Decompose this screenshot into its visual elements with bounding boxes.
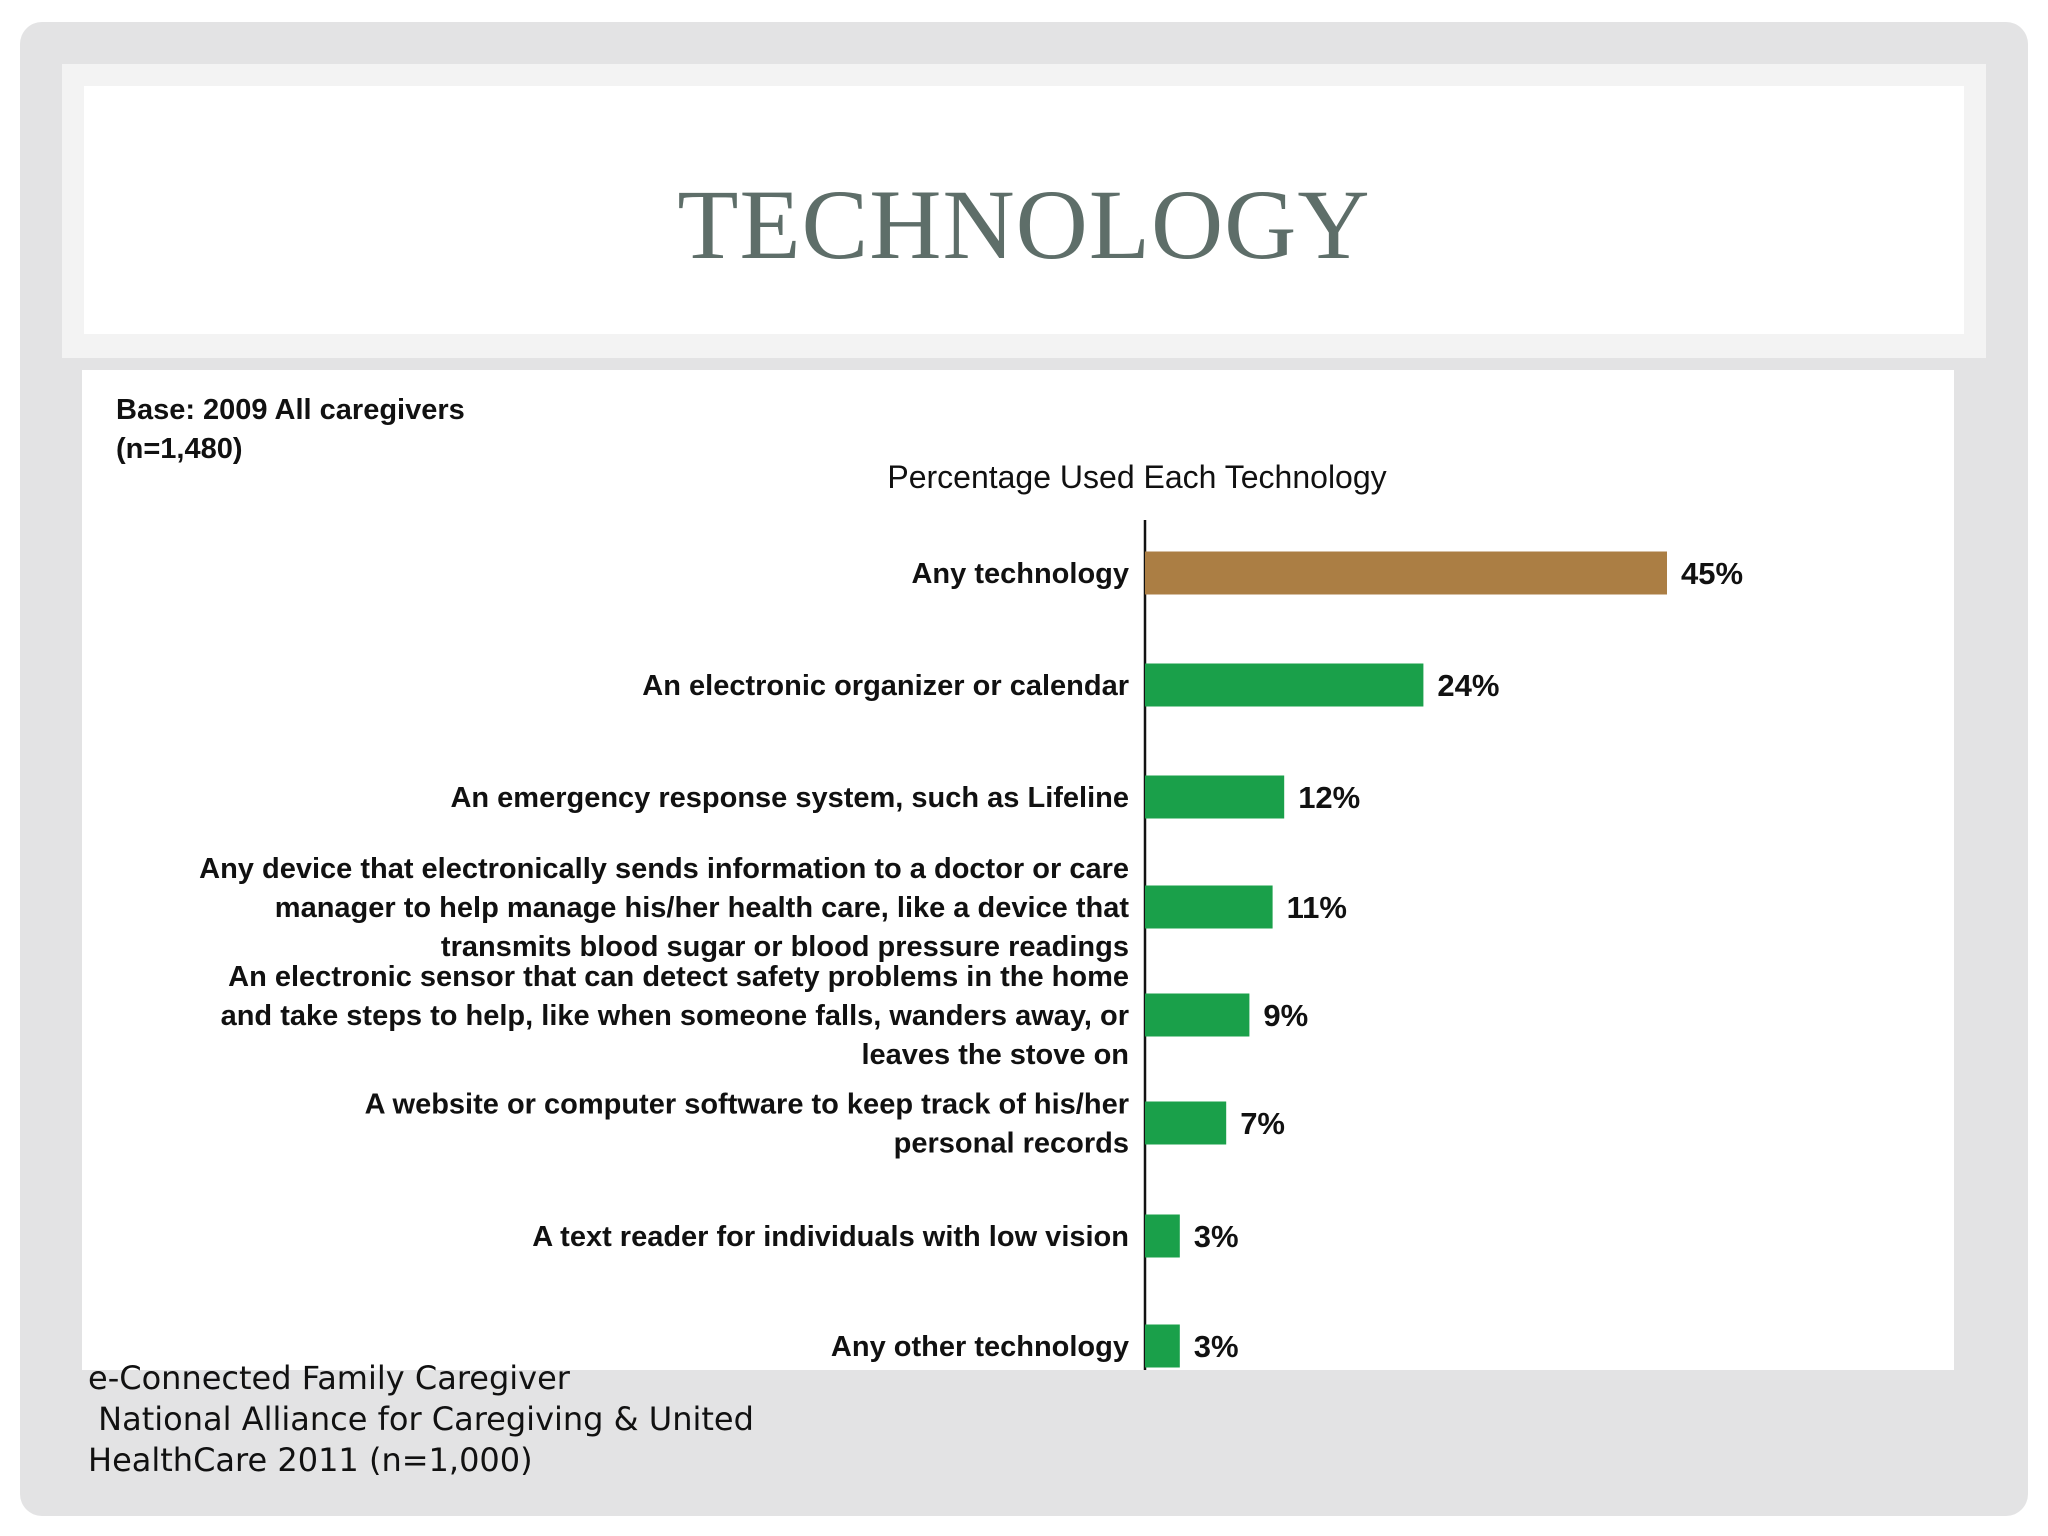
bar-value-label-1: 45% xyxy=(1681,556,1743,591)
bar-8 xyxy=(1145,1324,1180,1368)
bar-7 xyxy=(1145,1214,1180,1258)
category-label-4-line-2: manager to help manage his/her health ca… xyxy=(275,892,1130,924)
category-label-6-line-2: personal records xyxy=(894,1128,1129,1160)
title-frame: TECHNOLOGY xyxy=(62,64,1986,358)
bar-value-label-8: 3% xyxy=(1194,1329,1239,1364)
bar-4 xyxy=(1145,885,1273,929)
bar-5 xyxy=(1145,993,1250,1037)
category-label-5-line-2: and take steps to help, like when someon… xyxy=(221,1000,1129,1032)
title-box: TECHNOLOGY xyxy=(84,86,1964,334)
source-line-3: HealthCare 2011 (n=1,000) xyxy=(88,1441,533,1479)
category-label-5-line-1: An electronic sensor that can detect saf… xyxy=(228,961,1129,993)
category-label-4-line-3: transmits blood sugar or blood pressure … xyxy=(441,931,1129,963)
source-line-1: e-Connected Family Caregiver xyxy=(88,1359,570,1397)
chart-title: Percentage Used Each Technology xyxy=(887,459,1386,495)
bar-value-label-6: 7% xyxy=(1240,1106,1285,1141)
bar-value-label-2: 24% xyxy=(1437,668,1499,703)
bar-value-label-4: 11% xyxy=(1287,890,1347,925)
bar-value-label-7: 3% xyxy=(1194,1219,1239,1254)
bar-value-label-3: 12% xyxy=(1298,780,1360,815)
category-label-4-line-1: Any device that electronically sends inf… xyxy=(199,853,1129,885)
category-label-3-line-1: An emergency response system, such as Li… xyxy=(450,782,1129,814)
category-label-8-line-1: Any other technology xyxy=(831,1331,1129,1363)
source-line-2: National Alliance for Caregiving & Unite… xyxy=(88,1400,754,1438)
category-label-1-line-1: Any technology xyxy=(911,558,1129,590)
source-citation: e-Connected Family Caregiver National Al… xyxy=(88,1358,848,1481)
category-label-6-line-1: A website or computer software to keep t… xyxy=(365,1089,1129,1121)
bar-value-label-5: 9% xyxy=(1263,998,1308,1033)
category-label-5-line-3: leaves the stove on xyxy=(861,1039,1129,1071)
bar-chart: Percentage Used Each Technology 45% Any te… xyxy=(199,459,1743,1370)
chart-area: Base: 2009 All caregivers (n=1,480) Perc… xyxy=(82,370,1954,1370)
bar-3 xyxy=(1145,775,1285,819)
chart-base-note-line-2: (n=1,480) xyxy=(116,433,243,465)
category-label-7-line-1: A text reader for individuals with low v… xyxy=(532,1221,1129,1253)
chart-base-note-line-1: Base: 2009 All caregivers xyxy=(116,394,465,426)
bar-1 xyxy=(1145,551,1667,595)
bar-6 xyxy=(1145,1101,1227,1145)
category-label-2-line-1: An electronic organizer or calendar xyxy=(642,670,1129,702)
slide-title: TECHNOLOGY xyxy=(677,168,1371,280)
bar-2 xyxy=(1145,663,1424,707)
